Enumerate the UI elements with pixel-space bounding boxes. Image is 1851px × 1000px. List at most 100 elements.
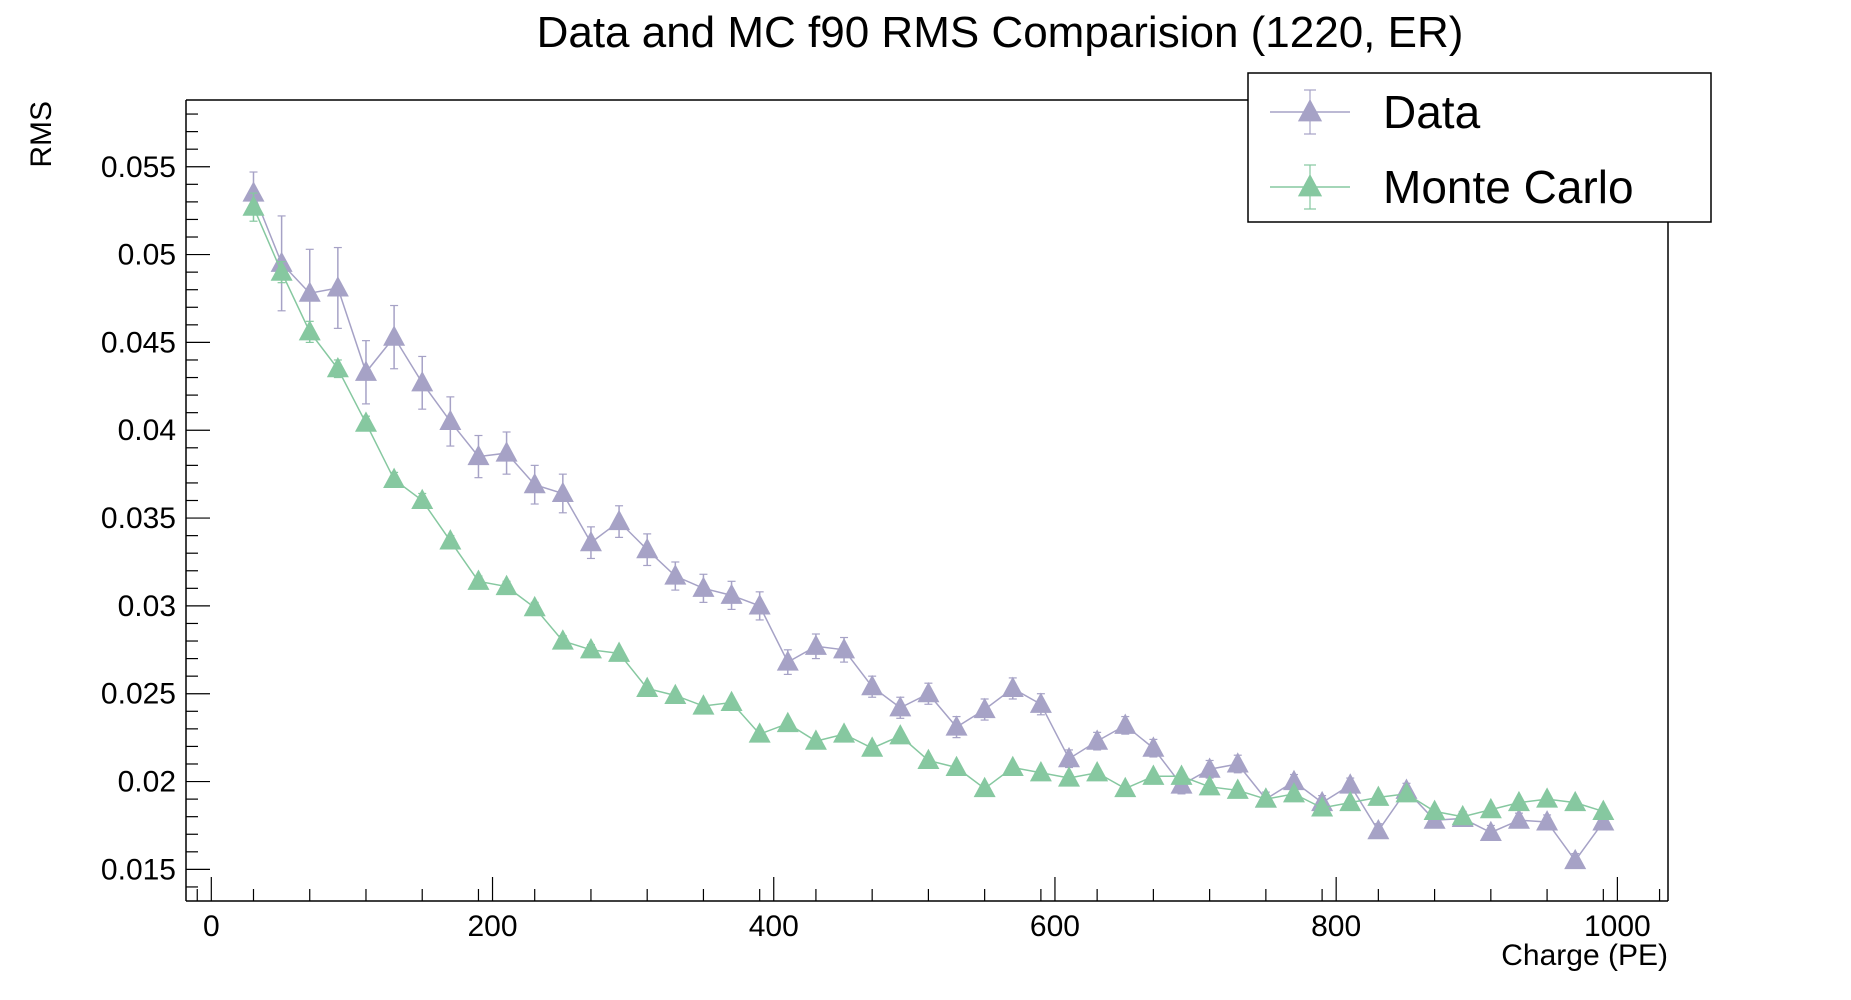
data-point <box>1367 785 1390 806</box>
data-point <box>326 276 349 297</box>
y-tick-label: 0.055 <box>101 151 176 184</box>
data-point <box>1423 799 1446 820</box>
data-point <box>270 260 293 281</box>
legend-label: Monte Carlo <box>1383 161 1634 213</box>
plot-area <box>242 171 1615 870</box>
x-tick-label: 800 <box>1311 910 1361 943</box>
data-point <box>1226 778 1249 799</box>
data-point <box>383 325 406 346</box>
data-point <box>1367 818 1390 840</box>
data-point <box>1339 773 1362 794</box>
data-point <box>608 641 631 662</box>
legend: Data Monte Carlo <box>1247 72 1712 223</box>
data-point <box>1339 790 1362 812</box>
data-point <box>1142 736 1165 757</box>
data-point <box>804 729 827 750</box>
data-point <box>889 724 912 745</box>
y-tick-label: 0.025 <box>101 678 176 711</box>
data-point <box>1536 810 1559 831</box>
legend-box <box>1247 72 1712 223</box>
legend-marker <box>1297 174 1323 197</box>
data-point <box>1142 764 1165 785</box>
data-point <box>354 411 377 432</box>
chart-title: Data and MC f90 RMS Comparision (1220, E… <box>537 8 1464 57</box>
data-point <box>1058 766 1081 787</box>
y-tick-label: 0.045 <box>101 326 176 359</box>
data-point <box>1170 764 1193 785</box>
data-point <box>1114 713 1137 734</box>
data-point <box>776 650 799 671</box>
data-point <box>354 360 377 381</box>
data-point <box>467 569 490 590</box>
data-point <box>579 638 602 659</box>
data-point <box>495 441 518 462</box>
data-point <box>1058 746 1081 768</box>
data-point <box>664 564 687 585</box>
y-tick-label: 0.015 <box>101 853 176 886</box>
data-point <box>467 444 490 466</box>
data-point <box>917 748 940 770</box>
y-tick-label: 0.05 <box>118 239 176 272</box>
data-point <box>1507 790 1530 812</box>
y-tick-label: 0.02 <box>118 766 176 799</box>
data-point <box>411 371 434 392</box>
x-tick-label: 400 <box>749 910 799 943</box>
y-axis-label: RMS <box>25 101 58 168</box>
data-point <box>326 356 349 378</box>
data-point <box>1592 810 1615 831</box>
data-point <box>692 694 715 715</box>
data-point <box>608 509 631 531</box>
x-tick-label: 200 <box>467 910 517 943</box>
data-point <box>1564 790 1587 812</box>
data-point <box>523 472 546 494</box>
y-tick-label: 0.035 <box>101 502 176 535</box>
legend-label: Data <box>1383 86 1481 138</box>
data-point <box>973 697 996 719</box>
data-point <box>636 676 659 698</box>
y-tick-label: 0.03 <box>118 590 176 623</box>
data-point <box>720 690 743 712</box>
x-tick-label: 0 <box>203 910 220 943</box>
data-point <box>748 594 771 615</box>
data-point <box>1592 799 1615 820</box>
data-point <box>776 711 799 733</box>
data-point <box>945 715 968 736</box>
data-point <box>1198 757 1221 778</box>
y-tick-label: 0.04 <box>118 414 176 447</box>
data-point <box>523 595 546 617</box>
data-point <box>1564 848 1587 870</box>
data-point <box>1114 776 1137 798</box>
axes: 0.015 0.02 0.025 0.03 0.035 0.04 0.045 0.05 0.05… <box>101 99 1669 943</box>
data-point <box>1282 769 1305 791</box>
data-point <box>495 574 518 596</box>
data-point <box>411 488 434 510</box>
data-point <box>1001 755 1024 777</box>
data-point <box>861 736 884 757</box>
data-point <box>804 634 827 655</box>
x-axis-label: Charge (PE) <box>1501 939 1668 972</box>
data-point <box>1282 782 1305 803</box>
data-point <box>1029 760 1052 782</box>
data-point <box>1198 775 1221 796</box>
data-point <box>242 195 265 216</box>
data-point <box>298 281 321 302</box>
series-1 <box>242 192 1615 826</box>
data-point <box>1086 729 1109 750</box>
data-point <box>917 681 940 703</box>
data-point <box>1479 797 1502 819</box>
data-point <box>945 755 968 777</box>
data-point <box>383 467 406 488</box>
data-point <box>242 181 265 202</box>
data-point <box>720 583 743 604</box>
data-point <box>664 683 687 705</box>
data-point <box>1395 782 1418 803</box>
data-point <box>1507 808 1530 829</box>
data-point <box>833 638 856 659</box>
data-point <box>1451 804 1474 826</box>
x-tick-label: 600 <box>1030 910 1080 943</box>
data-point <box>973 776 996 798</box>
data-point <box>551 629 574 650</box>
data-point <box>1536 787 1559 808</box>
data-point <box>692 576 715 597</box>
